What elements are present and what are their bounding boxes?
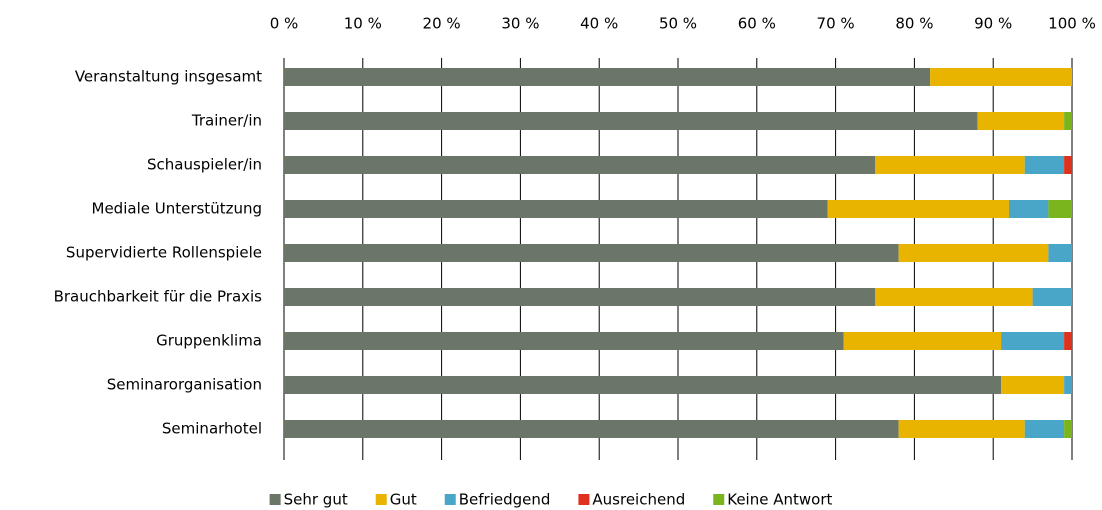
- bar-segment: [284, 112, 978, 130]
- bar-segment: [1024, 420, 1065, 438]
- x-tick-label: 50 %: [659, 15, 697, 33]
- bar-segment: [1064, 420, 1072, 438]
- bar-segment: [284, 376, 1002, 394]
- bar-segment: [1032, 288, 1072, 306]
- x-tick-label: 40 %: [580, 15, 618, 33]
- x-tick-label: 10 %: [344, 15, 382, 33]
- legend-label: Ausreichend: [592, 491, 685, 509]
- legend-swatch: [375, 494, 387, 505]
- y-tick-label: Seminarhotel: [162, 420, 262, 438]
- x-tick-label: 30 %: [501, 15, 539, 33]
- bar-segment: [284, 332, 844, 350]
- y-tick-label: Gruppenklima: [156, 332, 262, 350]
- x-tick-label: 90 %: [974, 15, 1012, 33]
- bar-segment: [284, 288, 875, 306]
- x-tick-label: 20 %: [423, 15, 461, 33]
- bar-segment: [843, 332, 1002, 350]
- bar-segment: [284, 244, 899, 262]
- legend-swatch: [269, 494, 281, 505]
- bar-segment: [284, 68, 931, 86]
- y-tick-label: Supervidierte Rollenspiele: [66, 244, 262, 262]
- bar-segment: [284, 200, 828, 218]
- bar-segment: [898, 244, 1049, 262]
- bar-segment: [1001, 376, 1065, 394]
- bar-segment: [1048, 244, 1072, 262]
- bar-segment: [1064, 332, 1072, 350]
- legend-label: Sehr gut: [284, 491, 348, 509]
- legend-label: Keine Antwort: [727, 491, 832, 509]
- x-tick-label: 80 %: [895, 15, 933, 33]
- bar-segment: [1024, 156, 1065, 174]
- y-tick-label: Schauspieler/in: [147, 156, 262, 174]
- bar-segment: [930, 68, 1072, 86]
- bar-segment: [1008, 200, 1049, 218]
- x-tick-label: 70 %: [817, 15, 855, 33]
- bar-segment: [898, 420, 1025, 438]
- bar-segment: [1064, 112, 1072, 130]
- bar-segment: [977, 112, 1065, 130]
- bar-segment: [827, 200, 1009, 218]
- bar-segment: [284, 420, 899, 438]
- bar-segment: [284, 156, 875, 174]
- y-tick-label: Mediale Unterstützung: [92, 200, 262, 218]
- y-tick-label: Brauchbarkeit für die Praxis: [54, 288, 263, 306]
- legend-label: Befriedgend: [459, 491, 551, 509]
- x-tick-label: 60 %: [738, 15, 776, 33]
- legend-label: Gut: [390, 491, 417, 509]
- legend-swatch: [713, 494, 725, 505]
- bar-segment: [875, 288, 1033, 306]
- legend-swatch: [444, 494, 456, 505]
- legend-swatch: [578, 494, 590, 505]
- bar-segment: [1064, 156, 1072, 174]
- bar-segment: [1048, 200, 1072, 218]
- y-tick-label: Seminarorganisation: [107, 376, 262, 394]
- bar-segment: [1064, 376, 1072, 394]
- bar-segment: [1001, 332, 1065, 350]
- bar-segment: [875, 156, 1025, 174]
- y-tick-label: Veranstaltung insgesamt: [75, 68, 262, 86]
- x-tick-label: 0 %: [270, 15, 299, 33]
- x-tick-label: 100 %: [1048, 15, 1096, 33]
- y-tick-label: Trainer/in: [191, 112, 262, 130]
